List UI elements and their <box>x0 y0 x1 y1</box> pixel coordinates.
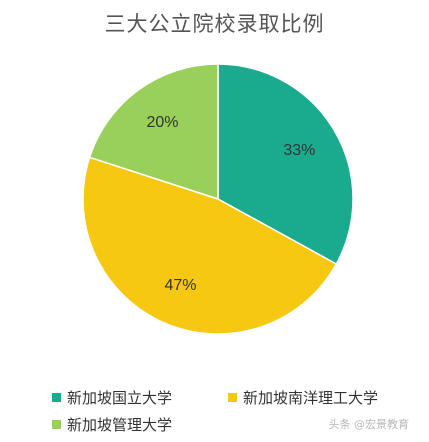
legend-swatch-ntu <box>228 393 237 402</box>
watermark: 头条 @宏景教育 <box>328 418 410 431</box>
legend-label-nus: 新加坡国立大学 <box>67 389 173 407</box>
legend-item-ntu: 新加坡南洋理工大学 <box>228 387 378 408</box>
legend-swatch-smu <box>52 420 61 429</box>
pie-slices <box>82 63 354 335</box>
pie-label-nus: 33% <box>283 142 315 159</box>
legend-item-smu: 新加坡管理大学 <box>52 414 172 435</box>
pie-slice-smu <box>88 63 219 201</box>
legend-swatch-nus <box>52 393 61 402</box>
pie-slice-nus <box>217 63 354 266</box>
legend-item-nus: 新加坡国立大学 <box>52 387 172 408</box>
pie-label-ntu: 47% <box>164 277 196 294</box>
pie-slice-ntu <box>82 156 338 335</box>
pie-slice-labels: 33% 47% 20% <box>146 114 315 294</box>
legend-label-ntu: 新加坡南洋理工大学 <box>243 389 379 407</box>
pie-label-smu: 20% <box>146 114 178 131</box>
chart-title: 三大公立院校录取比例 <box>104 12 325 36</box>
legend-label-smu: 新加坡管理大学 <box>67 416 173 434</box>
